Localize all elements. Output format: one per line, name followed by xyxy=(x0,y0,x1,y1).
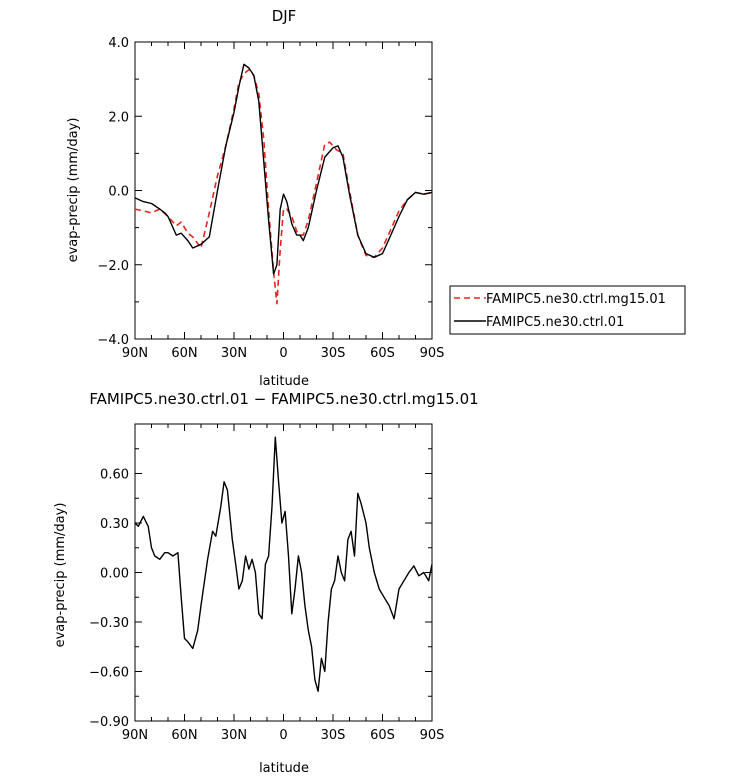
legend: FAMIPC5.ne30.ctrl.mg15.01 FAMIPC5.ne30.c… xyxy=(449,285,686,335)
bottom-xtick-label: 60S xyxy=(370,728,395,743)
top-ytick-label: 0.0 xyxy=(108,185,129,200)
top-ytick-label: −2.0 xyxy=(97,259,129,274)
top-xtick-label: 90N xyxy=(122,346,148,361)
top-plot-ticks: 90N 60N 30N 0 30S 60S 90S 4.0 2.0 0.0 −2.0 −4.0 xyxy=(97,36,444,361)
top-ytick-label: 4.0 xyxy=(108,36,129,51)
bottom-ytick-label: 0.30 xyxy=(100,517,129,532)
top-plot: DJF 90N 60N 30N 0 30S 60S 90S 4.0 2.0 0.0 −2.0 −4.0… xyxy=(66,7,444,389)
bottom-xtick-label: 90S xyxy=(420,728,445,743)
top-plot-series xyxy=(134,63,433,305)
top-plot-ylabel: evap-precip (mm/day) xyxy=(66,118,81,263)
top-plot-title: DJF xyxy=(272,7,297,25)
top-plot-xlabel: latitude xyxy=(259,374,309,389)
legend-label-mg15: FAMIPC5.ne30.ctrl.mg15.01 xyxy=(486,292,666,307)
legend-box xyxy=(449,285,686,335)
top-xtick-label: 30N xyxy=(221,346,247,361)
top-xtick-label: 60S xyxy=(370,346,395,361)
bottom-xtick-label: 30N xyxy=(221,728,247,743)
bottom-xtick-label: 90N xyxy=(122,728,148,743)
top-ytick-label: 2.0 xyxy=(108,110,129,125)
top-series-line-0 xyxy=(134,69,433,305)
bottom-ytick-label: 0.00 xyxy=(100,567,129,582)
top-xtick-label: 0 xyxy=(279,346,287,361)
bottom-plot: FAMIPC5.ne30.ctrl.01 − FAMIPC5.ne30.ctrl… xyxy=(53,390,479,776)
bottom-ytick-label: −0.60 xyxy=(89,666,129,681)
bottom-ytick-label: −0.90 xyxy=(89,715,129,730)
bottom-plot-series xyxy=(134,436,433,692)
bottom-plot-ticks: 90N 60N 30N 0 30S 60S 90S 0.60 0.30 0.00 −0.30 −0.6… xyxy=(89,423,445,743)
bottom-plot-xlabel: latitude xyxy=(259,761,309,776)
bottom-xtick-label: 0 xyxy=(279,728,287,743)
legend-label-ctrl: FAMIPC5.ne30.ctrl.01 xyxy=(486,315,624,330)
top-series-line-1 xyxy=(134,63,433,275)
bottom-xtick-label: 60N xyxy=(171,728,197,743)
bottom-plot-ylabel: evap-precip (mm/day) xyxy=(53,503,68,648)
bottom-xtick-label: 30S xyxy=(321,728,346,743)
top-xtick-label: 30S xyxy=(321,346,346,361)
bottom-series-line-0 xyxy=(134,436,433,692)
top-ytick-label: −4.0 xyxy=(97,333,129,348)
bottom-ytick-label: 0.60 xyxy=(100,468,129,483)
top-xtick-label: 60N xyxy=(171,346,197,361)
top-xtick-label: 90S xyxy=(420,346,445,361)
bottom-plot-title: FAMIPC5.ne30.ctrl.01 − FAMIPC5.ne30.ctrl… xyxy=(89,390,478,408)
top-plot-frame xyxy=(134,41,433,340)
bottom-ytick-label: −0.30 xyxy=(89,616,129,631)
